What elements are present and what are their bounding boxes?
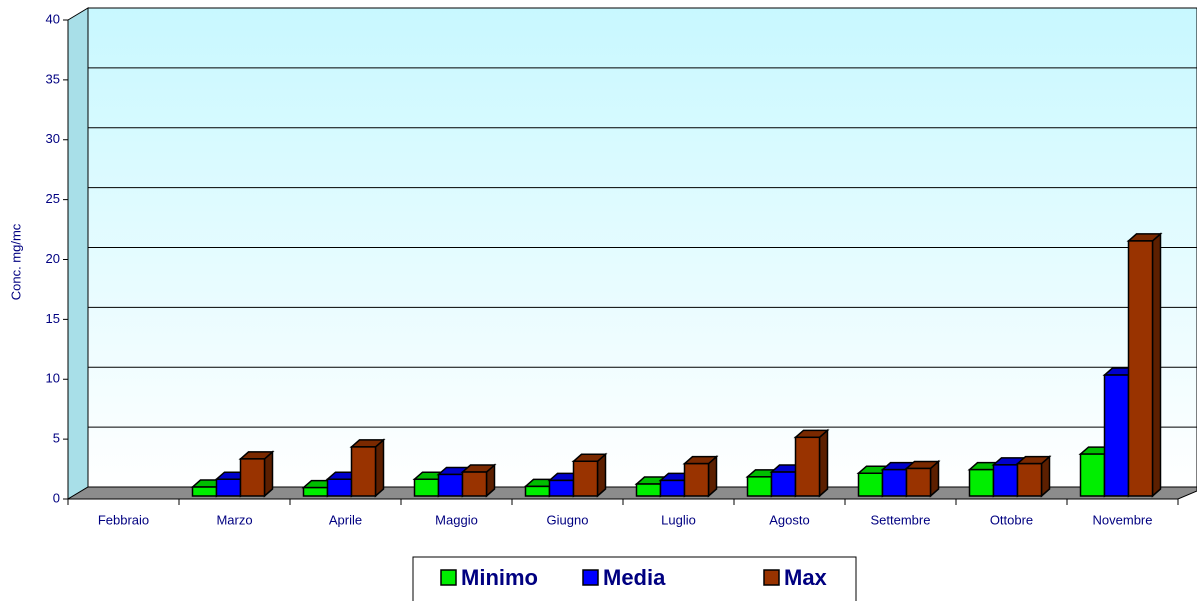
y-tick-label: 10 [46,371,60,386]
legend-swatch [763,569,780,586]
y-axis-label: Conc. mg/mc [8,223,23,300]
bar [349,438,386,498]
legend-label: Max [784,565,828,590]
bar-face [413,478,440,497]
bar-face [524,485,551,497]
bar [904,459,941,498]
bar-face [1103,374,1130,497]
bar-face [326,478,353,497]
bar-face [572,460,599,497]
bar-face [1016,462,1043,497]
bar-face [302,486,329,497]
y-tick-label: 25 [46,191,60,206]
x-tick-label: Luglio [661,512,696,527]
bar-face [215,478,242,497]
bar [1015,455,1052,498]
legend-box [412,556,857,601]
bar-face [548,479,575,497]
bar-face [905,467,932,497]
x-tick-label: Ottobre [990,512,1033,527]
bar-face [770,471,797,497]
bar-face [635,483,662,497]
bar-face [350,446,377,497]
bar [460,463,497,498]
bar [793,428,830,498]
x-tick-label: Aprile [329,512,362,527]
bar-face [239,458,266,497]
x-tick-label: Giugno [547,512,589,527]
x-tick-label: Maggio [435,512,478,527]
bar-face [992,464,1019,497]
bar-face [818,428,829,498]
bar-face [881,468,908,497]
legend-label: Media [603,565,666,590]
y-tick-label: 15 [46,311,60,326]
bar-face [1079,453,1106,497]
side-wall [67,7,89,500]
x-tick-label: Settembre [871,512,931,527]
x-tick-label: Novembre [1093,512,1153,527]
bar-face [1127,240,1154,497]
bar-face [437,473,464,497]
bar [1126,232,1163,498]
x-tick-label: Marzo [216,512,252,527]
bar [571,452,608,498]
y-tick-label: 0 [53,490,60,505]
legend-swatch [582,569,599,586]
bar-face [461,471,488,497]
bar-face [374,438,385,498]
y-tick-label: 5 [53,431,60,446]
y-tick-label: 35 [46,71,60,86]
y-tick-label: 20 [46,251,60,266]
bar-face [794,436,821,497]
legend-label: Minimo [461,565,538,590]
legend-swatch [440,569,457,586]
bar-face [968,468,995,497]
bar-face [659,479,686,497]
bar-face [857,472,884,497]
bar-face [683,462,710,497]
x-tick-label: Febbraio [98,512,149,527]
bar-face [1151,232,1162,498]
x-tick-label: Agosto [769,512,809,527]
y-tick-label: 40 [46,11,60,26]
bar-face [191,486,218,497]
bar-face [746,476,773,497]
bar [238,450,275,498]
y-tick-label: 30 [46,131,60,146]
bar [682,455,719,498]
